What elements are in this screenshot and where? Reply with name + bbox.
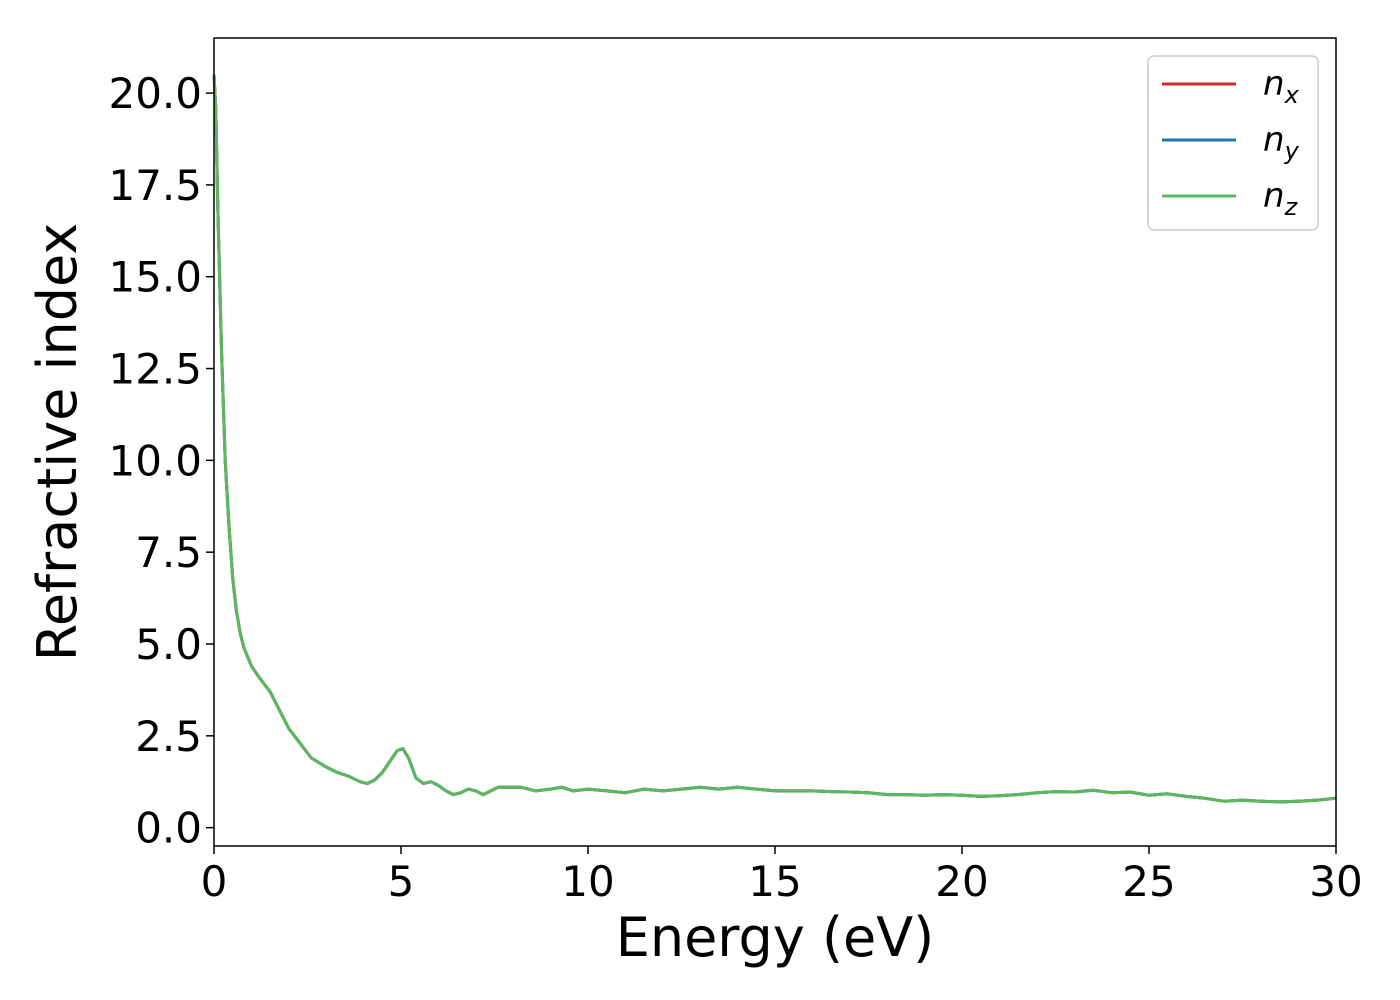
x-tick-label: 10 <box>561 857 614 906</box>
y-tick-label: 12.5 <box>108 345 202 394</box>
y-axis: 0.0 2.5 5.0 7.5 10.0 12.5 15.0 17.5 20.0 <box>108 69 214 853</box>
y-tick-label: 10.0 <box>108 436 202 485</box>
y-axis-label: Refractive index <box>26 223 89 662</box>
x-tick-label: 30 <box>1309 857 1362 906</box>
series-layer <box>212 74 1337 804</box>
legend-entry-subscript: z <box>1284 193 1299 221</box>
series-line-nz <box>212 74 1337 804</box>
x-tick-label: 15 <box>748 857 801 906</box>
x-tick-label: 5 <box>388 857 415 906</box>
y-tick-label: 2.5 <box>135 712 202 761</box>
y-tick-label: 0.0 <box>135 804 202 853</box>
y-tick-label: 15.0 <box>108 253 202 302</box>
legend-entry-nx: nx <box>1263 64 1300 109</box>
legend-entry-subscript: x <box>1284 81 1300 109</box>
x-tick-label: 25 <box>1122 857 1175 906</box>
x-axis: 0 5 10 15 20 25 30 <box>201 846 1363 906</box>
legend-entry-subscript: y <box>1284 137 1300 165</box>
legend-entry-base: n <box>1263 64 1285 104</box>
x-axis-label: Energy (eV) <box>616 906 935 969</box>
legend-entry-nz: nz <box>1263 176 1299 221</box>
x-tick-label: 0 <box>201 857 228 906</box>
y-tick-label: 7.5 <box>135 528 202 577</box>
legend-entry-base: n <box>1263 120 1285 160</box>
legend-box <box>1147 55 1319 231</box>
y-tick-label: 20.0 <box>108 69 202 118</box>
legend-entry-base: n <box>1263 176 1285 216</box>
legend-entry-ny: ny <box>1263 120 1300 165</box>
x-tick-label: 20 <box>935 857 988 906</box>
y-tick-label: 17.5 <box>108 161 202 210</box>
y-tick-label: 5.0 <box>135 620 202 669</box>
